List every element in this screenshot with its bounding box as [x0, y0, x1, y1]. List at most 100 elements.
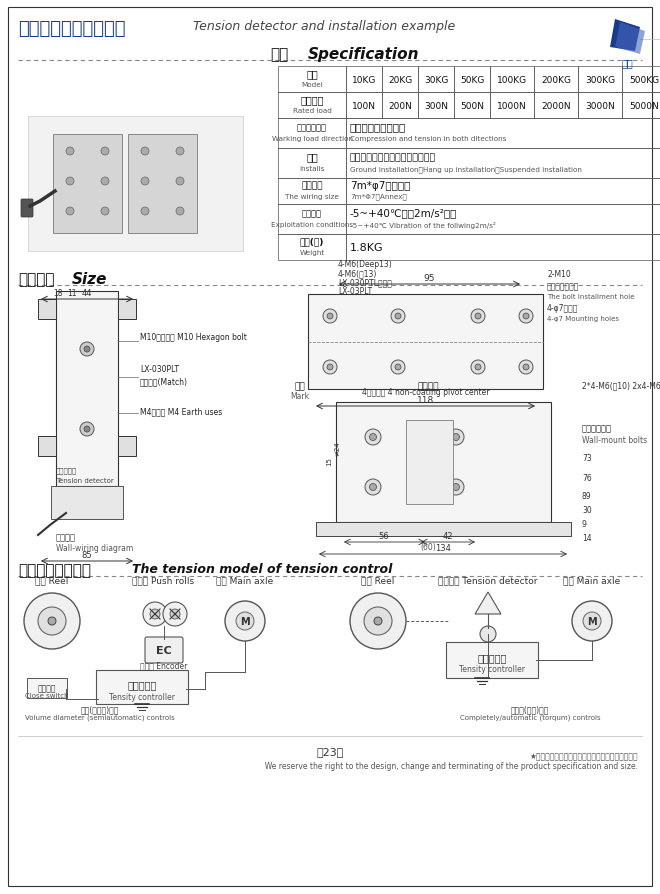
Text: Model: Model — [301, 81, 323, 88]
FancyBboxPatch shape — [27, 679, 67, 698]
Text: 20KG: 20KG — [388, 75, 412, 84]
Circle shape — [141, 178, 149, 186]
Circle shape — [370, 434, 376, 441]
Text: 7m*Φ7（Annex）: 7m*Φ7（Annex） — [350, 193, 407, 199]
Text: 134: 134 — [435, 544, 451, 552]
Text: 卷軸 Reel: 卷軸 Reel — [36, 576, 69, 585]
Text: Rated load: Rated load — [292, 107, 331, 114]
Text: 11: 11 — [67, 289, 77, 298]
Circle shape — [391, 309, 405, 324]
Text: 14: 14 — [582, 534, 591, 543]
Text: 地面安裝、墻壁安裝、天花板安裝: 地面安裝、墻壁安裝、天花板安裝 — [350, 153, 436, 162]
Text: 4-φ7安裝孔: 4-φ7安裝孔 — [547, 304, 578, 313]
Text: LX-030PLT: LX-030PLT — [140, 365, 179, 374]
FancyBboxPatch shape — [21, 199, 33, 218]
Text: 118: 118 — [417, 395, 434, 405]
Text: Tension detector: Tension detector — [56, 477, 114, 484]
Circle shape — [519, 309, 533, 324]
Text: 15: 15 — [326, 457, 332, 466]
Circle shape — [475, 365, 481, 371]
Circle shape — [163, 603, 187, 627]
Text: Tensity controller: Tensity controller — [109, 692, 175, 701]
Text: 3000N: 3000N — [585, 101, 615, 110]
Polygon shape — [610, 20, 640, 52]
Text: Tensity controller: Tensity controller — [459, 665, 525, 674]
Text: 張力測器 Tension detector: 張力測器 Tension detector — [438, 576, 538, 585]
Text: Warking load direction: Warking load direction — [271, 136, 352, 142]
FancyBboxPatch shape — [53, 135, 122, 233]
Circle shape — [66, 207, 74, 215]
Text: 張力檢測器: 張力檢測器 — [56, 467, 77, 473]
Circle shape — [80, 342, 94, 357]
Text: Ground installation、Hang up installation、Suspended installation: Ground installation、Hang up installation… — [350, 166, 582, 173]
Text: 規格: 規格 — [270, 47, 288, 62]
Text: The tension model of tension control: The tension model of tension control — [132, 562, 393, 576]
Text: The bolt installment hole: The bolt installment hole — [547, 293, 634, 299]
Text: －23－: －23－ — [316, 746, 344, 756]
Text: Weight: Weight — [300, 249, 325, 256]
Circle shape — [448, 429, 464, 445]
Polygon shape — [615, 23, 645, 55]
Text: 軸承座安裝螺栓: 軸承座安裝螺栓 — [547, 282, 579, 291]
Circle shape — [176, 178, 184, 186]
Circle shape — [365, 479, 381, 495]
Circle shape — [395, 365, 401, 371]
Text: LX-030PTL安裝用: LX-030PTL安裝用 — [338, 278, 392, 287]
Text: 卷軸 Reel: 卷軸 Reel — [361, 576, 395, 585]
Text: Size: Size — [72, 272, 108, 287]
Text: 型號: 型號 — [306, 69, 318, 80]
FancyBboxPatch shape — [118, 436, 136, 457]
FancyBboxPatch shape — [118, 299, 136, 320]
Text: 屋縮和拉伸兩個方向: 屋縮和拉伸兩個方向 — [350, 122, 407, 132]
Circle shape — [84, 347, 90, 352]
Text: 進給輥 Push rolls: 進給輥 Push rolls — [132, 576, 194, 585]
Text: Wall-wiring diagram: Wall-wiring diagram — [56, 544, 133, 552]
Circle shape — [80, 423, 94, 436]
Circle shape — [523, 365, 529, 371]
Text: 1000N: 1000N — [497, 101, 527, 110]
Text: Mark: Mark — [290, 392, 310, 401]
Text: 95: 95 — [423, 274, 435, 283]
Text: Close switch: Close switch — [25, 692, 69, 698]
Text: Installs: Installs — [300, 166, 325, 173]
Text: 18: 18 — [53, 289, 63, 298]
Text: 500N: 500N — [460, 101, 484, 110]
Text: 50KG: 50KG — [460, 75, 484, 84]
Circle shape — [323, 360, 337, 375]
Text: 89: 89 — [582, 492, 591, 501]
Circle shape — [101, 207, 109, 215]
Circle shape — [38, 607, 66, 636]
Text: 墻面安裝螺栓: 墻面安裝螺栓 — [582, 424, 612, 433]
FancyBboxPatch shape — [28, 117, 243, 252]
Text: 100N: 100N — [352, 101, 376, 110]
FancyBboxPatch shape — [51, 486, 123, 519]
Text: 500KG: 500KG — [629, 75, 659, 84]
Text: 56: 56 — [379, 531, 389, 540]
Text: 主軸 Main axle: 主軸 Main axle — [564, 576, 620, 585]
Circle shape — [141, 148, 149, 156]
Circle shape — [150, 610, 160, 620]
Text: 100KG: 100KG — [497, 75, 527, 84]
Circle shape — [365, 429, 381, 445]
Circle shape — [364, 607, 392, 636]
Text: 中心標記: 中心標記 — [417, 382, 439, 391]
Circle shape — [24, 594, 80, 649]
Circle shape — [225, 602, 265, 641]
Text: 4-φ7 Mounting holes: 4-φ7 Mounting holes — [547, 316, 619, 322]
Text: Wall-mount bolts: Wall-mount bolts — [582, 435, 647, 444]
Circle shape — [327, 314, 333, 320]
Text: -5~+40℃振動2m/s²以下: -5~+40℃振動2m/s²以下 — [350, 208, 457, 218]
FancyBboxPatch shape — [308, 295, 543, 390]
Text: 4-M6(Deep13): 4-M6(Deep13) — [338, 260, 393, 269]
Circle shape — [101, 178, 109, 186]
Circle shape — [48, 618, 56, 625]
Text: 30KG: 30KG — [424, 75, 448, 84]
Text: 10KG: 10KG — [352, 75, 376, 84]
FancyBboxPatch shape — [446, 642, 538, 679]
Circle shape — [370, 484, 376, 491]
Text: 容積(半自動)控制: 容積(半自動)控制 — [81, 704, 119, 713]
Text: 額定負載: 額定負載 — [300, 95, 324, 105]
Text: Volume diameter (semiautomatic) controls: Volume diameter (semiautomatic) controls — [25, 714, 175, 721]
Text: 張力控制器: 張力控制器 — [127, 679, 156, 689]
Text: 接近開關: 接近開關 — [38, 684, 56, 693]
